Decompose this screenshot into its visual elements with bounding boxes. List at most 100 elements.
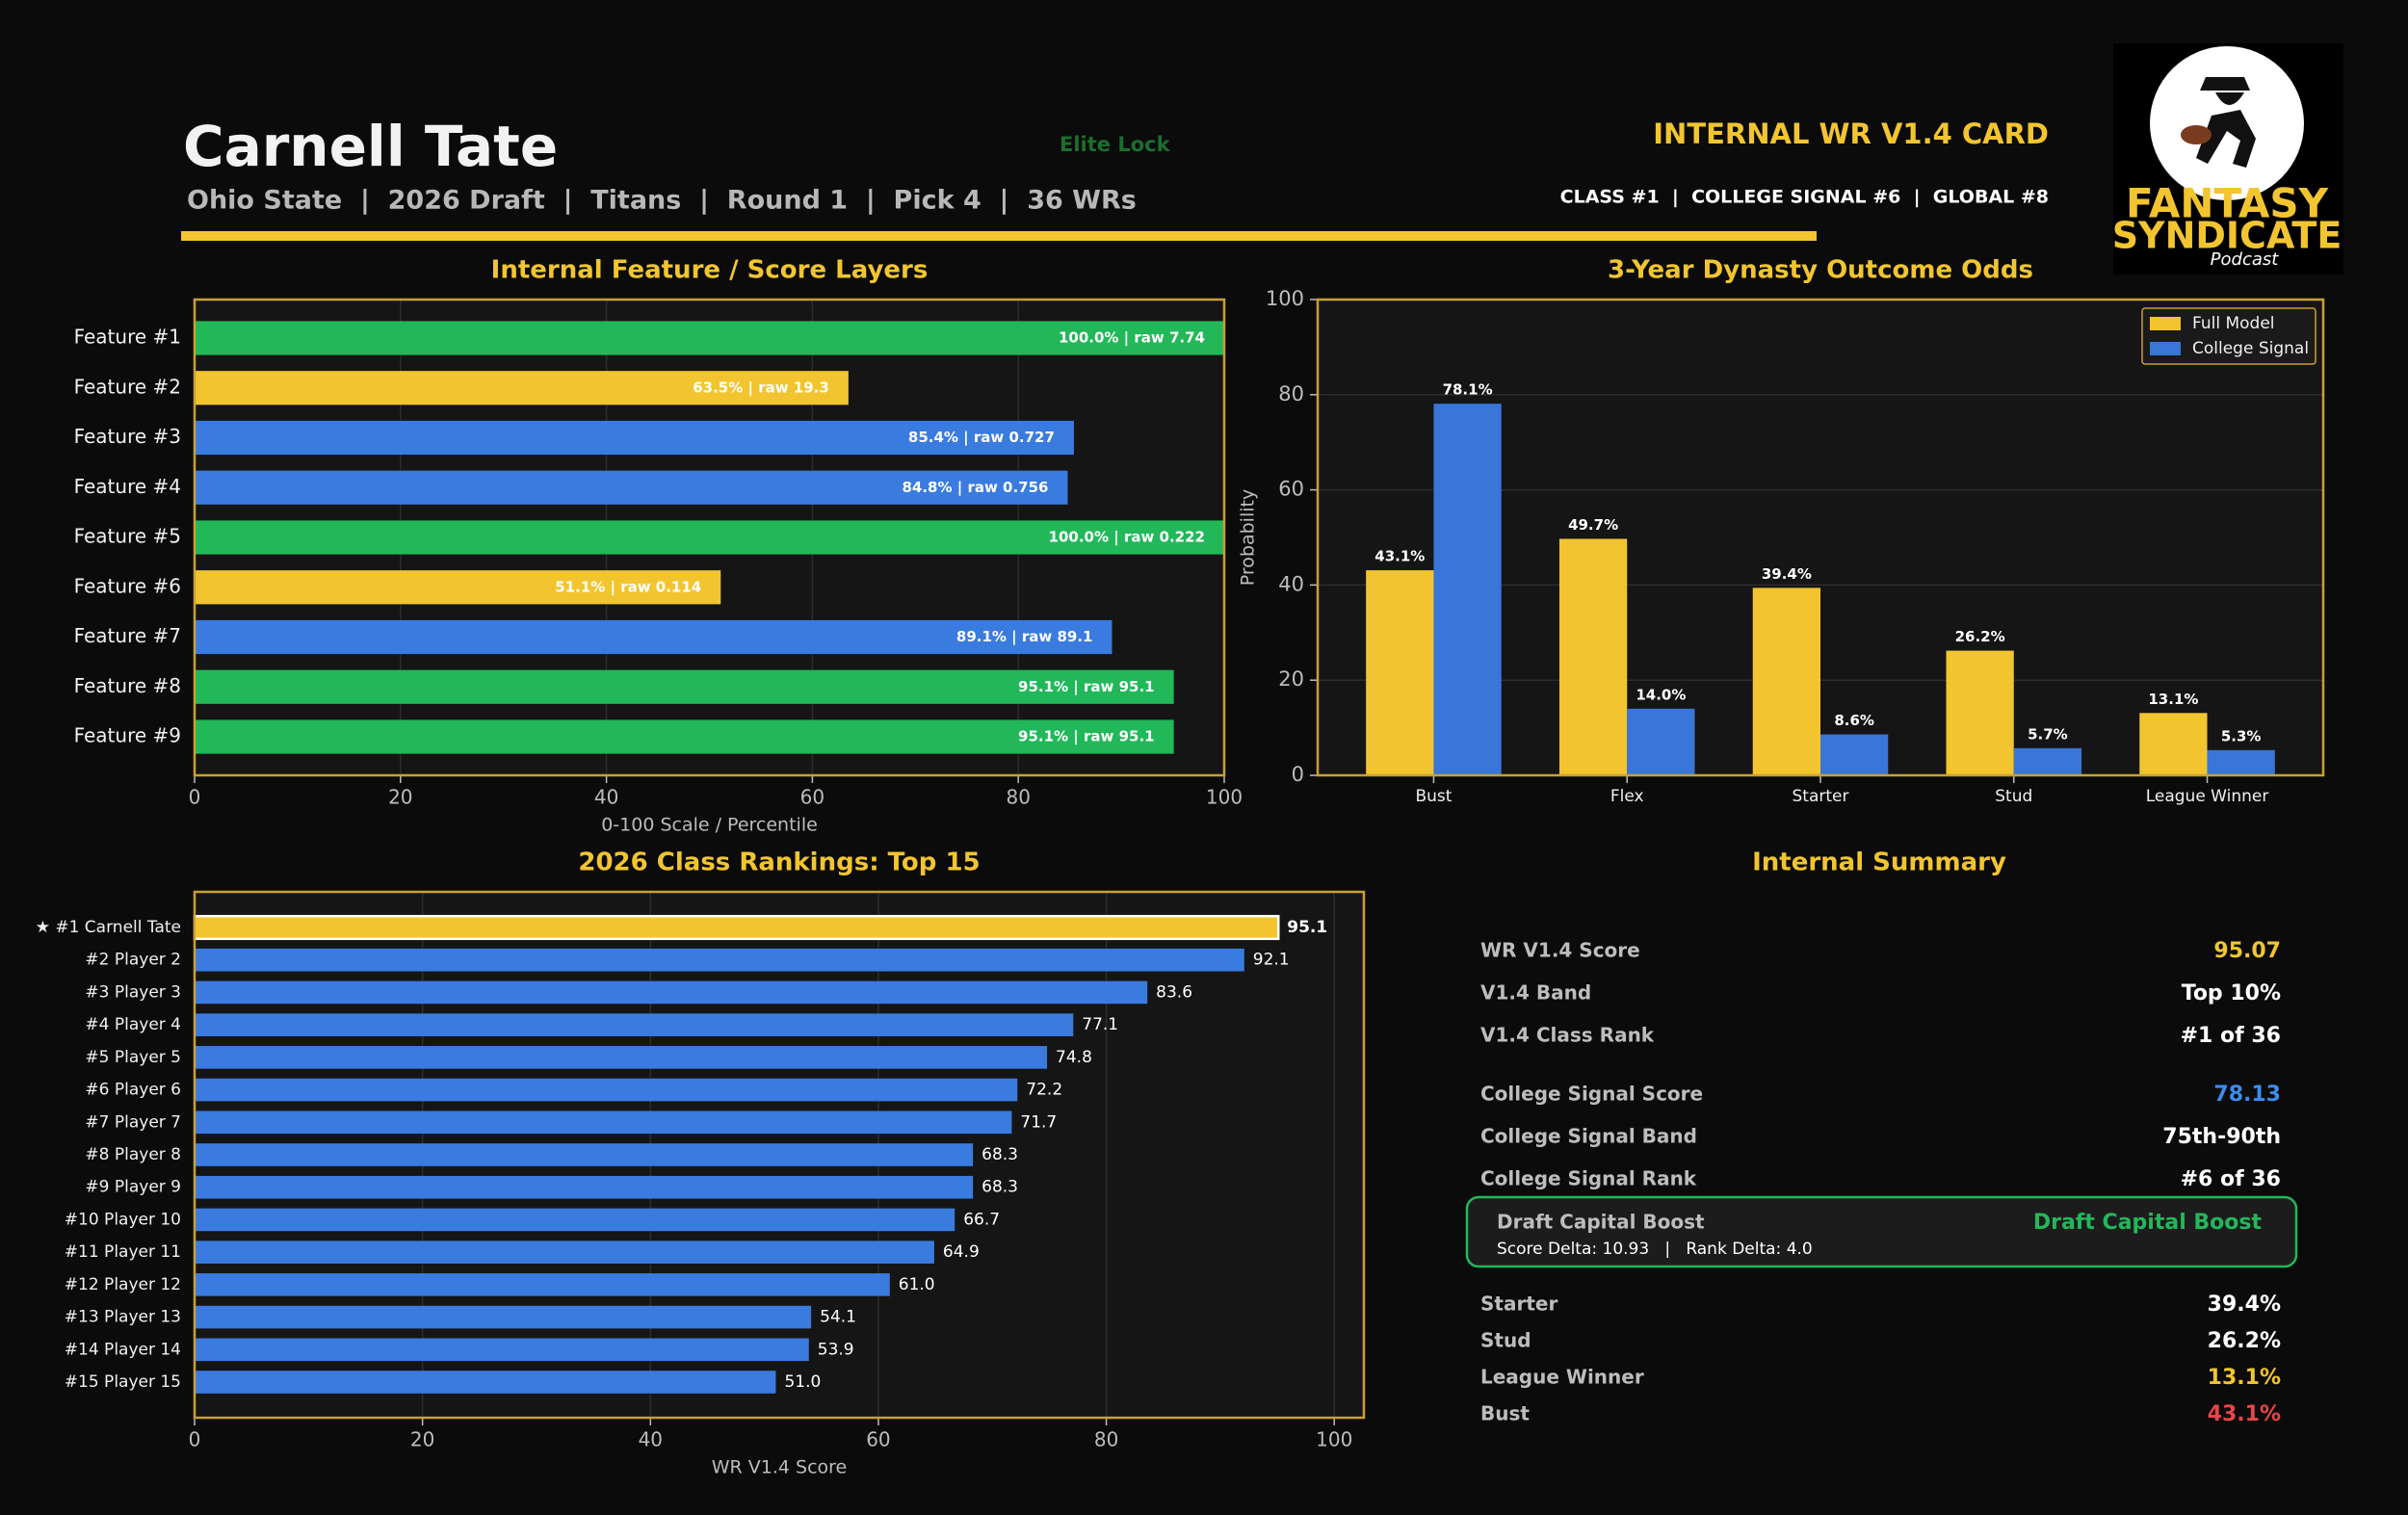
header-rule	[181, 231, 1817, 241]
bar	[2013, 747, 2082, 775]
plot-border	[193, 890, 1366, 1420]
bar	[1627, 708, 1695, 775]
y-tick-label: #10 Player 10	[65, 1210, 181, 1229]
outcome-label: Starter	[1480, 1293, 1557, 1316]
y-tick-label: ★ #1 Carnell Tate	[36, 918, 181, 937]
value-label: 26.2%	[1955, 628, 2005, 645]
x-tick-label: 0	[189, 786, 201, 809]
value-label: 95.1	[1287, 918, 1327, 937]
y-tick-label: 80	[1278, 382, 1304, 405]
bar	[195, 948, 1244, 972]
y-tick-label: Feature #7	[74, 624, 181, 647]
summary-label: V1.4 Class Rank	[1480, 1024, 1655, 1047]
bar	[195, 619, 1112, 655]
value-label: 8.6%	[1834, 712, 1874, 729]
bar	[1752, 588, 1820, 775]
y-tick-label: #5 Player 5	[85, 1048, 181, 1067]
legend-label: Full Model	[2192, 314, 2275, 333]
summary-label: WR V1.4 Score	[1480, 939, 1640, 962]
rank-summary: CLASS #1 | COLLEGE SIGNAL #6 | GLOBAL #8	[1560, 187, 2049, 208]
value-label: 53.9	[818, 1340, 854, 1359]
bar	[2139, 713, 2208, 775]
value-label: 51.0	[784, 1372, 821, 1392]
bar	[195, 420, 1074, 456]
y-tick-label: #8 Player 8	[85, 1145, 181, 1164]
bar	[195, 1175, 974, 1199]
outcome-label: League Winner	[1480, 1366, 1644, 1389]
y-tick-label: 100	[1266, 287, 1304, 310]
bar	[195, 1241, 934, 1264]
value-label: 89.1% | raw 89.1	[956, 628, 1093, 646]
bar	[195, 321, 1224, 355]
x-tick-label: 80	[1006, 786, 1030, 809]
logo-ball	[2181, 125, 2212, 144]
x-tick-label: Flex	[1610, 787, 1644, 806]
value-label: 49.7%	[1568, 516, 1618, 534]
x-tick-label: 20	[388, 786, 412, 809]
x-tick-label: 40	[639, 1428, 663, 1451]
value-label: 95.1% | raw 95.1	[1018, 728, 1155, 746]
player-meta: Ohio State | 2026 Draft | Titans | Round…	[187, 186, 1137, 216]
y-tick-label: Feature #8	[74, 674, 181, 697]
value-label: 39.4%	[1762, 565, 1812, 583]
logo: FANTASY SYNDICATE Podcast	[2112, 43, 2343, 274]
value-label: 54.1	[820, 1308, 856, 1327]
card-title: INTERNAL WR V1.4 CARD	[1653, 118, 2049, 150]
value-label: 100.0% | raw 7.74	[1059, 329, 1205, 348]
bar	[195, 371, 849, 405]
value-label: 68.3	[982, 1145, 1018, 1164]
y-tick-label: Feature #9	[74, 724, 181, 747]
x-tick-label: 60	[800, 786, 824, 809]
bar	[195, 1143, 974, 1166]
bar	[195, 1208, 955, 1232]
tier-tag: Elite Lock	[1060, 133, 1171, 156]
y-tick-label: 20	[1278, 667, 1304, 691]
y-tick-label: Feature #3	[74, 425, 181, 448]
value-label: 92.1	[1253, 951, 1290, 970]
chart-title: 2026 Class Rankings: Top 15	[578, 849, 980, 877]
bar	[195, 1371, 776, 1394]
value-label: 66.7	[963, 1210, 1000, 1229]
bar	[1946, 650, 2014, 775]
outcome-value: 43.1%	[2208, 1402, 2281, 1426]
y-tick-label: #11 Player 11	[65, 1242, 181, 1262]
summary-title: Internal Summary	[1752, 849, 2006, 877]
y-tick-label: Feature #4	[74, 475, 181, 498]
value-label: 78.1%	[1443, 381, 1493, 399]
value-label: 85.4% | raw 0.727	[908, 429, 1055, 447]
y-tick-label: #3 Player 3	[85, 982, 181, 1002]
summary-label: V1.4 Band	[1480, 981, 1591, 1005]
bar	[195, 570, 721, 605]
value-label: 63.5% | raw 19.3	[693, 379, 829, 397]
player-name: Carnell Tate	[183, 114, 558, 179]
boost-label: Draft Capital Boost	[1497, 1211, 1705, 1234]
legend-swatch	[2150, 317, 2181, 330]
x-tick-label: 80	[1094, 1428, 1118, 1451]
x-tick-label: Stud	[1995, 787, 2032, 806]
x-axis-label: 0-100 Scale / Percentile	[601, 815, 818, 836]
value-label: 77.1	[1082, 1015, 1118, 1034]
legend-label: College Signal	[2192, 339, 2309, 358]
outcome-value: 39.4%	[2208, 1293, 2281, 1317]
boost-detail: Score Delta: 10.93 | Rank Delta: 4.0	[1497, 1240, 1813, 1259]
x-tick-label: 20	[410, 1428, 434, 1451]
summary-value: #1 of 36	[2181, 1024, 2281, 1048]
logo-line: Podcast	[2211, 249, 2280, 270]
legend-swatch	[2150, 342, 2181, 355]
y-tick-label: #9 Player 9	[85, 1178, 181, 1197]
x-tick-label: 100	[1206, 786, 1243, 809]
bar	[195, 1013, 1074, 1036]
logo-line: SYNDICATE	[2112, 215, 2343, 257]
bar	[195, 1110, 1012, 1135]
boost-value: Draft Capital Boost	[2033, 1211, 2263, 1235]
plot-border	[1316, 298, 2325, 777]
boost-box	[1465, 1195, 2298, 1268]
y-tick-label: #12 Player 12	[65, 1275, 181, 1294]
value-label: 64.9	[943, 1242, 980, 1262]
x-tick-label: 0	[189, 1428, 201, 1451]
x-axis-label: WR V1.4 Score	[712, 1457, 848, 1478]
chart-title: Internal Feature / Score Layers	[491, 256, 929, 285]
x-tick-label: 40	[594, 786, 618, 809]
y-tick-label: #4 Player 4	[85, 1015, 181, 1034]
